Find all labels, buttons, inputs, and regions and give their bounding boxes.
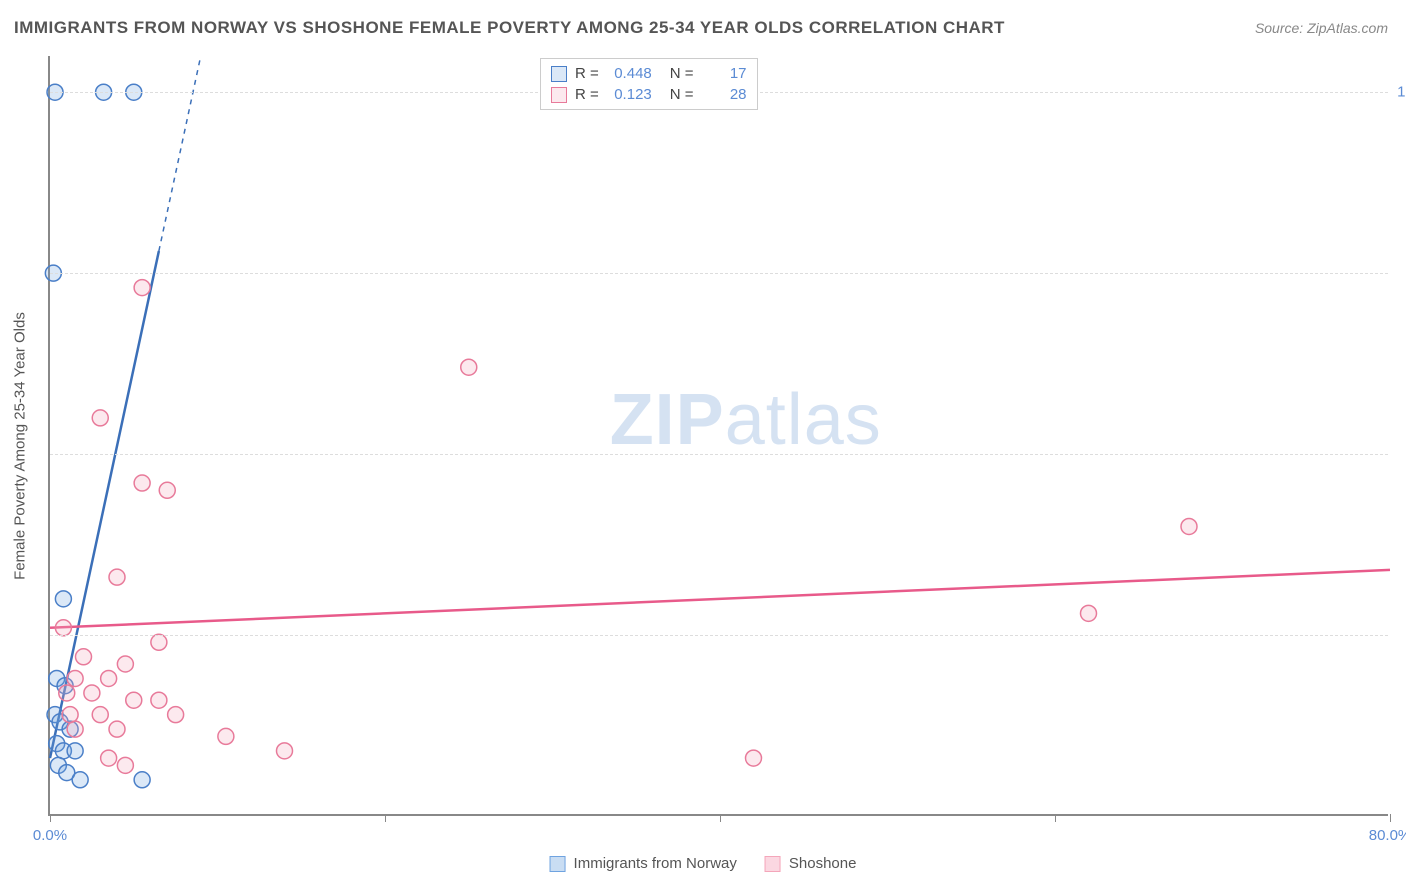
data-point [746, 750, 762, 766]
legend-n-value: 17 [702, 65, 747, 82]
data-point [92, 410, 108, 426]
chart-title: IMMIGRANTS FROM NORWAY VS SHOSHONE FEMAL… [14, 18, 1005, 38]
x-tick [385, 814, 386, 822]
data-point [126, 692, 142, 708]
grid-line [50, 454, 1388, 455]
plot-area: ZIPatlas 25.0%50.0%75.0%100.0%0.0%80.0% [48, 56, 1388, 816]
data-point [151, 634, 167, 650]
legend-swatch [550, 856, 566, 872]
x-tick [720, 814, 721, 822]
data-point [151, 692, 167, 708]
legend-r-label: R = [575, 86, 599, 103]
data-point [67, 743, 83, 759]
source-attribution: Source: ZipAtlas.com [1255, 20, 1388, 36]
grid-line [50, 273, 1388, 274]
legend-n-label: N = [670, 86, 694, 103]
grid-line [50, 635, 1388, 636]
data-point [101, 750, 117, 766]
correlation-legend: R = 0.448 N = 17 R = 0.123 N = 28 [540, 58, 758, 110]
y-tick-label: 75.0% [1393, 265, 1406, 282]
legend-n-value: 28 [702, 86, 747, 103]
legend-n-label: N = [670, 65, 694, 82]
data-point [67, 670, 83, 686]
data-point [134, 772, 150, 788]
y-axis-label: Female Poverty Among 25-34 Year Olds [12, 312, 29, 580]
data-point [84, 685, 100, 701]
y-tick-label: 25.0% [1393, 627, 1406, 644]
data-point [72, 772, 88, 788]
legend-row: R = 0.123 N = 28 [551, 84, 747, 105]
data-point [55, 620, 71, 636]
data-point [101, 670, 117, 686]
data-point [159, 482, 175, 498]
legend-swatch [765, 856, 781, 872]
data-point [277, 743, 293, 759]
data-point [62, 707, 78, 723]
x-tick-label: 80.0% [1369, 827, 1406, 844]
data-point [59, 685, 75, 701]
x-tick [1390, 814, 1391, 822]
data-point [109, 569, 125, 585]
legend-label: Immigrants from Norway [574, 855, 737, 872]
y-tick-label: 100.0% [1393, 84, 1406, 101]
legend-swatch [551, 87, 567, 103]
data-point [218, 728, 234, 744]
data-point [67, 721, 83, 737]
data-point [55, 591, 71, 607]
data-point [117, 757, 133, 773]
x-tick-label: 0.0% [33, 827, 67, 844]
legend-r-value: 0.123 [607, 86, 652, 103]
x-tick [50, 814, 51, 822]
data-point [92, 707, 108, 723]
data-point [168, 707, 184, 723]
data-point [117, 656, 133, 672]
legend-item: Shoshone [765, 855, 857, 872]
data-point [134, 280, 150, 296]
scatter-svg [50, 56, 1388, 814]
regression-line-extrapolated [159, 56, 201, 251]
x-tick [1055, 814, 1056, 822]
series-legend: Immigrants from Norway Shoshone [550, 855, 857, 872]
legend-item: Immigrants from Norway [550, 855, 737, 872]
data-point [1181, 518, 1197, 534]
y-tick-label: 50.0% [1393, 446, 1406, 463]
legend-r-label: R = [575, 65, 599, 82]
legend-swatch [551, 66, 567, 82]
legend-row: R = 0.448 N = 17 [551, 63, 747, 84]
regression-line [50, 570, 1390, 628]
legend-r-value: 0.448 [607, 65, 652, 82]
legend-label: Shoshone [789, 855, 857, 872]
data-point [1081, 605, 1097, 621]
data-point [76, 649, 92, 665]
data-point [134, 475, 150, 491]
data-point [109, 721, 125, 737]
data-point [461, 359, 477, 375]
